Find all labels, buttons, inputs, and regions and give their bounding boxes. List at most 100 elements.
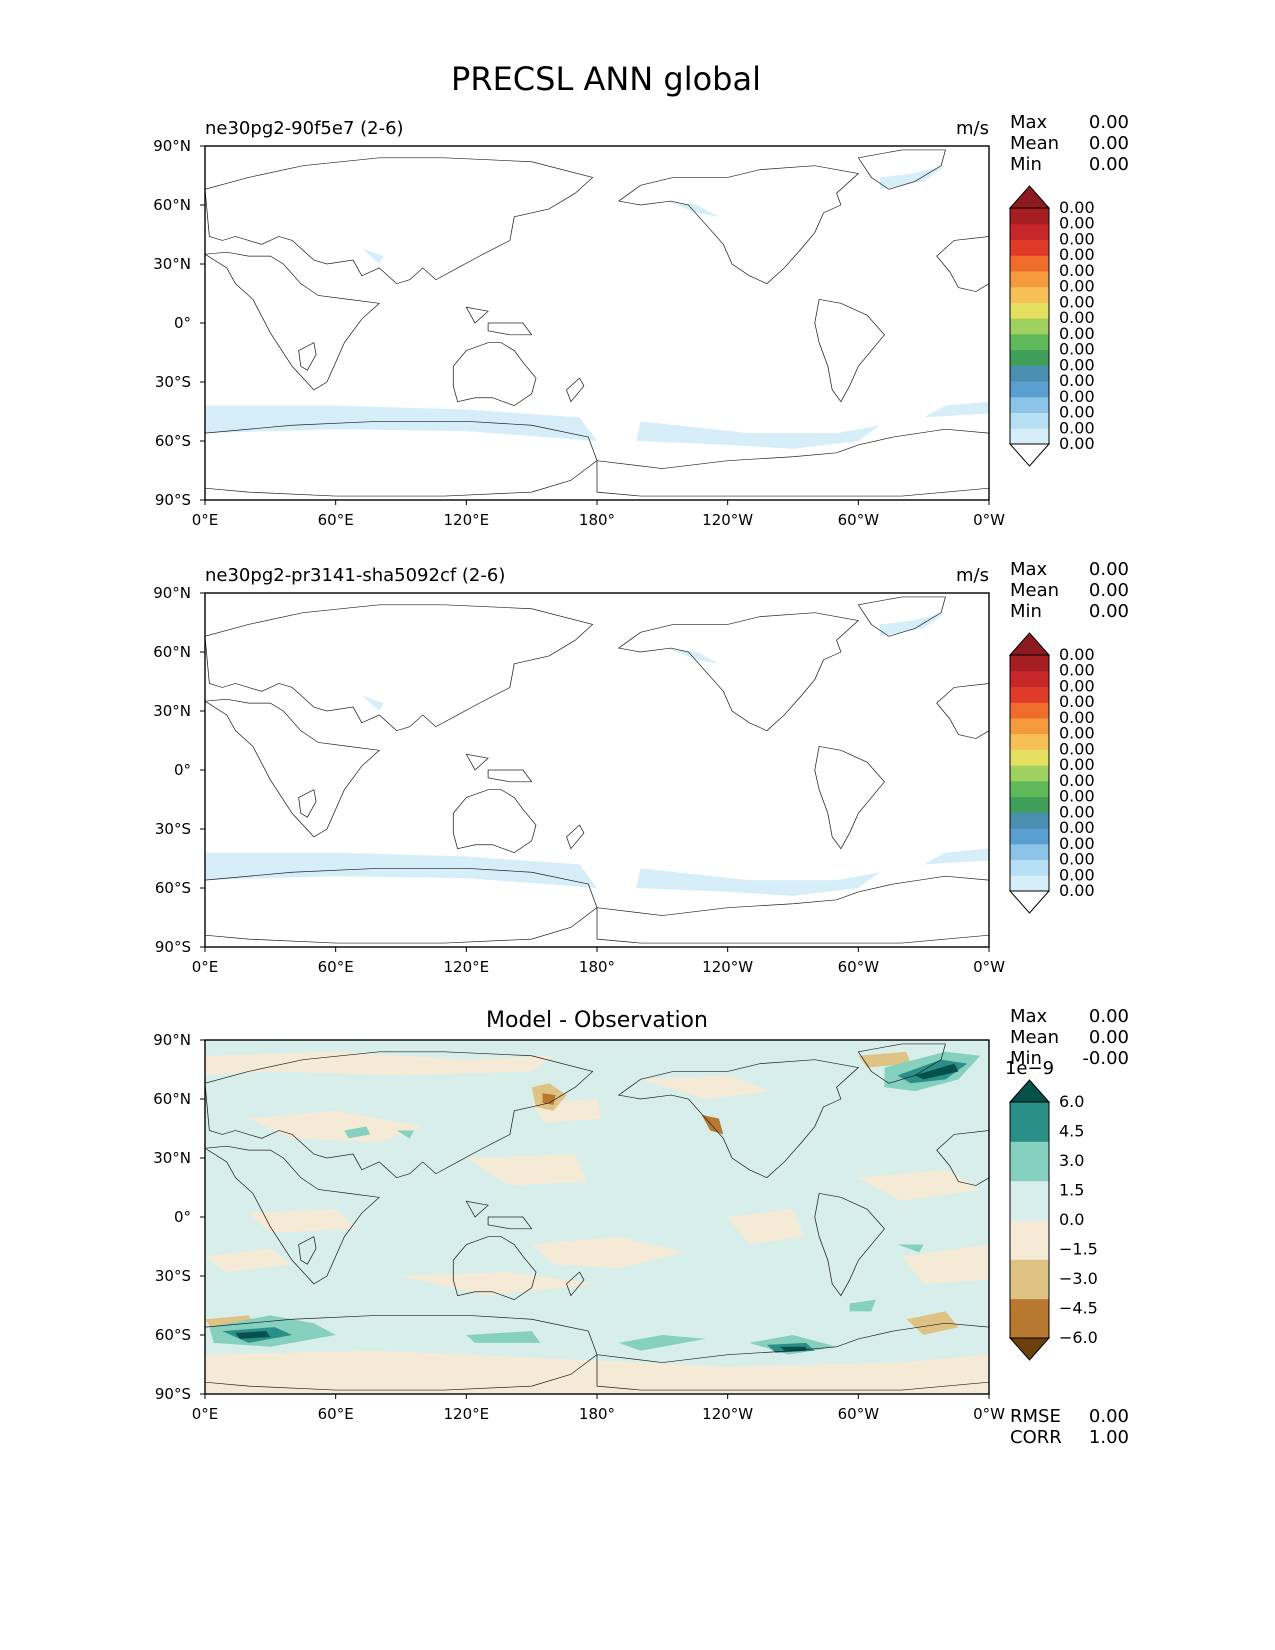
colorbar-segment bbox=[1010, 365, 1049, 382]
colorbar-tick-label: 4.5 bbox=[1059, 1122, 1084, 1141]
difference-contour bbox=[396, 1130, 415, 1139]
y-tick-label: 90°N bbox=[153, 1031, 191, 1049]
difference-contour bbox=[466, 1154, 587, 1186]
colorbar-segment bbox=[1010, 1180, 1049, 1221]
colorbar-segment bbox=[1010, 302, 1049, 319]
stat-name: Min bbox=[1010, 154, 1042, 175]
colorbar-tick-label: 0.0 bbox=[1059, 1210, 1084, 1229]
panel-units: m/s bbox=[956, 118, 989, 139]
colorbar-tick-label: 0.00 bbox=[1059, 418, 1095, 437]
colorbar-tick-label: 0.00 bbox=[1059, 755, 1095, 774]
x-tick-label: 60°E bbox=[318, 511, 354, 529]
map-panel-2: 0°E 60°E 120°E 180° 120°W 60°W 0°W 90°N 60°N 30°N… bbox=[153, 559, 1129, 976]
colorbar-tick-label: 0.00 bbox=[1059, 308, 1095, 327]
colorbar-tick-label: 0.00 bbox=[1059, 645, 1095, 664]
panel-label: ne30pg2-90f5e7 (2-6) bbox=[205, 118, 404, 139]
difference-panel: 0°E 60°E 120°E 180° 120°W 60°W 0°W 90°N 60°N 30°N… bbox=[153, 1006, 1129, 1448]
x-tick-label: 0°W bbox=[973, 958, 1005, 976]
colorbar-segment bbox=[1010, 859, 1049, 876]
difference-contour bbox=[779, 1346, 807, 1351]
colorbar-tick-label: 0.00 bbox=[1059, 739, 1095, 758]
colorbar-segment bbox=[1010, 686, 1049, 703]
y-tick-label: 90°N bbox=[153, 584, 191, 602]
colorbar-tick-label: 0.00 bbox=[1059, 661, 1095, 680]
x-tick-label: 120°E bbox=[444, 958, 490, 976]
colorbar-tick-label: 0.00 bbox=[1059, 403, 1095, 422]
y-tick-label: 0° bbox=[174, 1208, 191, 1226]
x-tick-label: 0°W bbox=[973, 511, 1005, 529]
difference-contour bbox=[849, 1299, 876, 1312]
difference-contour bbox=[248, 1209, 358, 1233]
colorbar-tick-label: 0.00 bbox=[1059, 708, 1095, 727]
stat-value: 0.00 bbox=[1089, 154, 1129, 175]
colorbar-offset-label: 1e−9 bbox=[1005, 1058, 1054, 1079]
colorbar-tick-label: 0.00 bbox=[1059, 324, 1095, 343]
difference-contour bbox=[205, 1248, 293, 1273]
colorbar-tick-label: 6.0 bbox=[1059, 1092, 1084, 1111]
colorbar-extend-max bbox=[1008, 185, 1051, 209]
x-tick-label: 0°E bbox=[192, 511, 219, 529]
stat-value: 0.00 bbox=[1089, 580, 1129, 601]
precip-band bbox=[205, 852, 597, 888]
stat-value: 0.00 bbox=[1089, 601, 1129, 622]
stat-name: Mean bbox=[1010, 133, 1059, 154]
y-tick-label: 30°S bbox=[155, 820, 191, 838]
stat-value: -0.00 bbox=[1082, 1048, 1129, 1069]
colorbar-segment bbox=[1010, 733, 1049, 750]
y-tick-label: 30°N bbox=[153, 255, 191, 273]
x-tick-label: 60°W bbox=[838, 511, 880, 529]
y-tick-label: 30°S bbox=[155, 1267, 191, 1285]
colorbar-extend-min bbox=[1008, 443, 1051, 467]
colorbar-segment bbox=[1010, 396, 1049, 414]
colorbar-segment bbox=[1010, 875, 1049, 892]
colorbar-segment bbox=[1010, 286, 1049, 303]
difference-contour bbox=[901, 1244, 989, 1284]
colorbar-frame bbox=[1009, 1101, 1050, 1339]
panel-title: Model - Observation bbox=[486, 1008, 708, 1033]
stat-name: Mean bbox=[1010, 1027, 1059, 1048]
difference-contour bbox=[235, 1331, 271, 1339]
colorbar-tick-label: 0.00 bbox=[1059, 292, 1095, 311]
difference-contour bbox=[858, 1169, 981, 1202]
stat-name: Max bbox=[1010, 1006, 1048, 1027]
colorbar-extend-max bbox=[1008, 632, 1051, 656]
stat-value: 0.00 bbox=[1089, 1027, 1129, 1048]
difference-contour bbox=[401, 1272, 597, 1296]
stat-name: Min bbox=[1010, 1048, 1042, 1069]
y-tick-label: 30°N bbox=[153, 1149, 191, 1167]
colorbar-tick-label: 3.0 bbox=[1059, 1151, 1084, 1170]
colorbar-tick-label: −4.5 bbox=[1059, 1299, 1098, 1318]
x-tick-label: 0°E bbox=[192, 1405, 219, 1423]
y-tick-label: 30°S bbox=[155, 373, 191, 391]
x-tick-label: 120°W bbox=[702, 1405, 753, 1423]
colorbar-segment bbox=[1010, 1220, 1049, 1260]
colorbar-segment bbox=[1010, 255, 1049, 272]
colorbar-tick-label: 0.00 bbox=[1059, 355, 1095, 374]
y-tick-label: 90°S bbox=[155, 1385, 191, 1403]
colorbar-tick-label: 0.00 bbox=[1059, 387, 1095, 406]
colorbar-segment bbox=[1010, 655, 1049, 672]
difference-contour bbox=[542, 1093, 556, 1105]
difference-contour bbox=[344, 1126, 371, 1139]
difference-contour bbox=[618, 1335, 706, 1351]
colorbar-tick-label: 0.00 bbox=[1059, 692, 1095, 711]
difference-contour bbox=[466, 1331, 541, 1343]
colorbar-tick-label: 0.00 bbox=[1059, 802, 1095, 821]
colorbar-segment bbox=[1010, 412, 1049, 429]
colorbar-tick-label: 0.00 bbox=[1059, 261, 1095, 280]
colorbar-segment bbox=[1010, 717, 1049, 735]
colorbar-segment bbox=[1010, 702, 1049, 719]
stat-value: 0.00 bbox=[1089, 559, 1129, 580]
colorbar-segment bbox=[1010, 1298, 1049, 1339]
x-tick-label: 180° bbox=[579, 1405, 615, 1423]
precip-band bbox=[923, 401, 989, 418]
difference-contour bbox=[640, 1075, 772, 1099]
y-tick-label: 60°S bbox=[155, 1326, 191, 1344]
x-tick-label: 60°E bbox=[318, 958, 354, 976]
precip-band bbox=[636, 868, 881, 896]
y-tick-label: 90°S bbox=[155, 491, 191, 509]
y-tick-label: 60°N bbox=[153, 196, 191, 214]
x-tick-label: 0°E bbox=[192, 958, 219, 976]
colorbar-segment bbox=[1010, 381, 1049, 398]
colorbar-tick-label: 0.00 bbox=[1059, 198, 1095, 217]
